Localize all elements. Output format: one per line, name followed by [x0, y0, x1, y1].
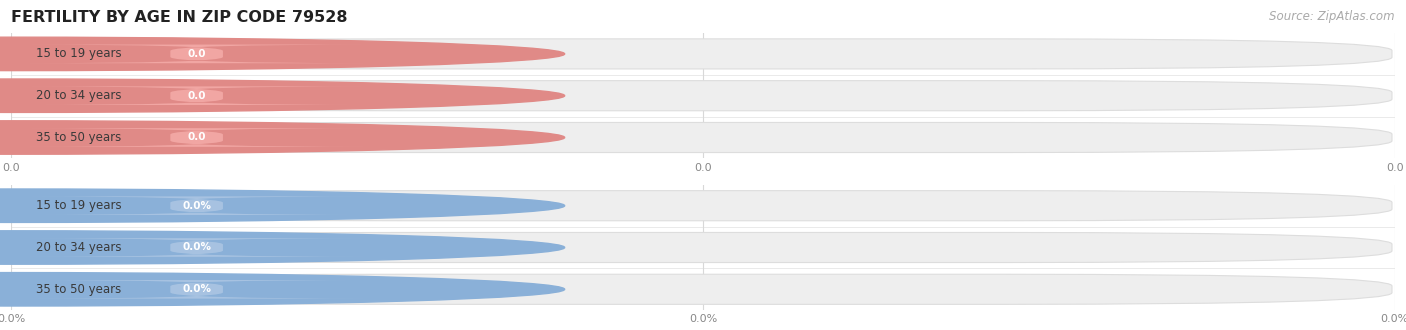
Text: 20 to 34 years: 20 to 34 years — [37, 241, 122, 254]
Circle shape — [0, 121, 565, 154]
FancyBboxPatch shape — [14, 122, 1392, 152]
Text: FERTILITY BY AGE IN ZIP CODE 79528: FERTILITY BY AGE IN ZIP CODE 79528 — [11, 10, 347, 25]
FancyBboxPatch shape — [14, 191, 1392, 221]
Circle shape — [0, 189, 565, 222]
Text: 0.0: 0.0 — [187, 49, 205, 59]
Text: 35 to 50 years: 35 to 50 years — [37, 131, 121, 144]
FancyBboxPatch shape — [15, 45, 378, 63]
Text: Source: ZipAtlas.com: Source: ZipAtlas.com — [1270, 10, 1395, 23]
Text: 15 to 19 years: 15 to 19 years — [37, 48, 122, 60]
Circle shape — [0, 79, 565, 113]
Text: 15 to 19 years: 15 to 19 years — [37, 199, 122, 212]
Text: 20 to 34 years: 20 to 34 years — [37, 89, 122, 102]
FancyBboxPatch shape — [15, 128, 378, 147]
Circle shape — [0, 273, 565, 306]
FancyBboxPatch shape — [14, 274, 1392, 304]
FancyBboxPatch shape — [15, 238, 378, 257]
FancyBboxPatch shape — [15, 86, 378, 105]
FancyBboxPatch shape — [14, 232, 1392, 263]
FancyBboxPatch shape — [14, 39, 1392, 69]
Circle shape — [0, 231, 565, 264]
Text: 35 to 50 years: 35 to 50 years — [37, 283, 121, 296]
FancyBboxPatch shape — [15, 196, 378, 215]
FancyBboxPatch shape — [15, 280, 378, 299]
Circle shape — [0, 37, 565, 71]
Text: 0.0: 0.0 — [187, 91, 205, 101]
Text: 0.0: 0.0 — [187, 133, 205, 143]
Text: 0.0%: 0.0% — [183, 284, 211, 294]
Text: 0.0%: 0.0% — [183, 201, 211, 211]
FancyBboxPatch shape — [14, 81, 1392, 111]
Text: 0.0%: 0.0% — [183, 243, 211, 252]
